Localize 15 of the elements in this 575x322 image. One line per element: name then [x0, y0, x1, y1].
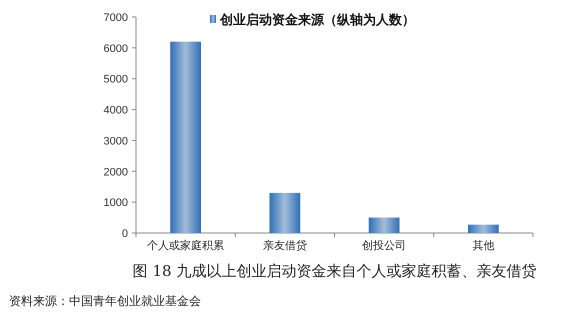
y-tick-label: 0: [122, 228, 128, 240]
y-tick-label: 6000: [104, 42, 128, 55]
x-tick-label: 个人或家庭积累: [147, 239, 224, 252]
y-tick-label: 3000: [104, 135, 128, 148]
y-tick-label: 7000: [104, 12, 128, 24]
legend-label: 创业启动资金来源（纵轴为人数）: [219, 12, 415, 28]
x-tick-label: 创投公司: [362, 239, 406, 252]
y-tick-label: 2000: [104, 166, 128, 178]
text: 资料来源：中国青年创业就业基金会: [9, 294, 201, 308]
text: 图 18 九成以上创业启动资金来自个人或家庭积蓄、亲友借贷: [132, 262, 536, 280]
y-tick-label: 1000: [104, 197, 128, 210]
y-tick-label: 5000: [104, 74, 128, 86]
x-tick-label: 其他: [472, 239, 494, 252]
y-tick-label: 4000: [104, 104, 128, 117]
x-tick-label: 亲友借贷: [262, 239, 307, 252]
